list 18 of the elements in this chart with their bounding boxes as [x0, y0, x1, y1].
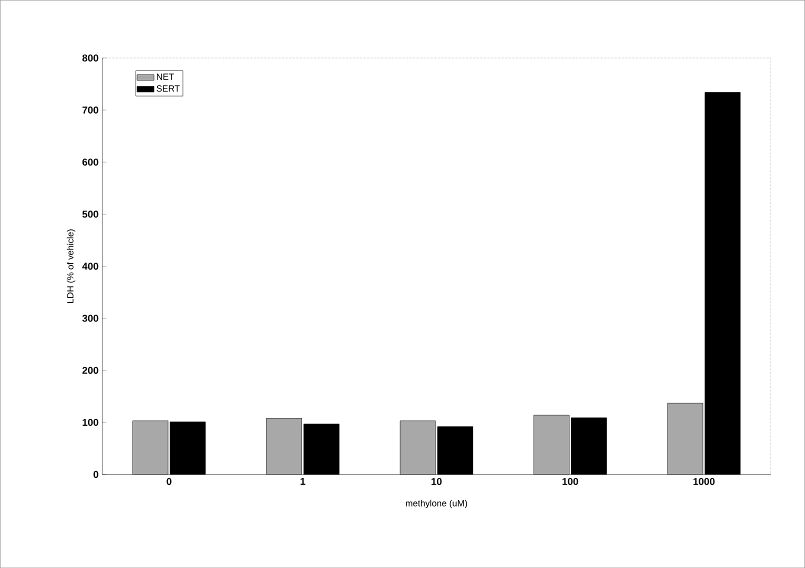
y-tick-label: 300 — [82, 314, 98, 322]
y-tick-label: 200 — [82, 366, 98, 374]
x-tick-label: 100 — [562, 478, 578, 485]
y-tick-label: 400 — [82, 262, 98, 270]
y-tick-label: 700 — [82, 106, 98, 114]
x-axis-title: methylone (uM) — [406, 500, 468, 508]
x-tick-label: 10 — [432, 478, 442, 485]
x-tick-label: 1 — [300, 478, 306, 485]
x-tick-label: 1000 — [693, 478, 715, 485]
y-tick-label: 0 — [94, 470, 98, 478]
x-tick-label: 0 — [166, 478, 172, 485]
y-tick-label: 800 — [82, 54, 98, 62]
legend-label: SERT — [156, 85, 180, 92]
legend-label: NET — [156, 74, 174, 80]
y-tick-label: 100 — [82, 418, 98, 426]
y-tick-label: 500 — [82, 210, 98, 218]
y-axis-title: LDH (% of vehicle) — [66, 229, 76, 303]
y-tick-label: 600 — [82, 158, 98, 166]
